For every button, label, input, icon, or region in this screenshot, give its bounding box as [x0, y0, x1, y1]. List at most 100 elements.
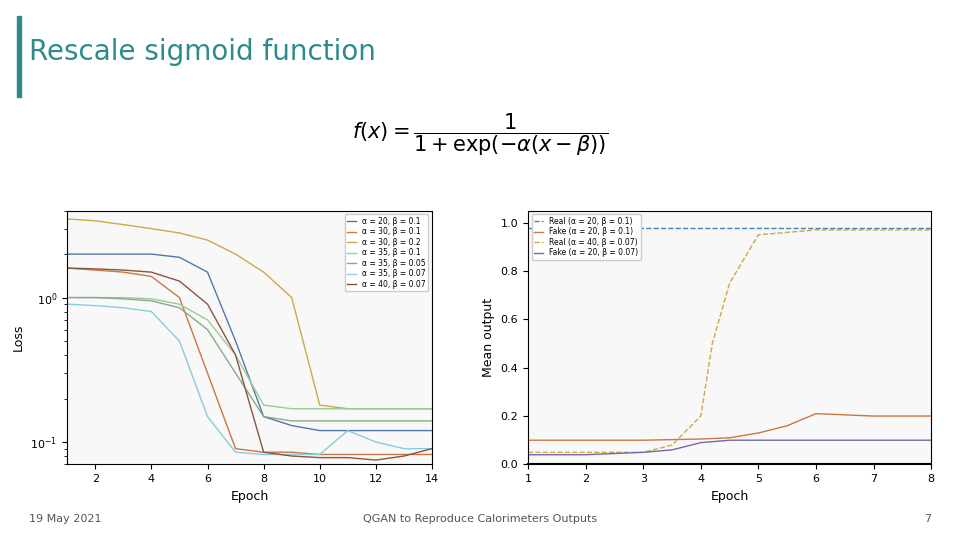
α = 35, β = 0.05: [314, 417, 325, 424]
α = 35, β = 0.07: [174, 338, 185, 345]
Fake (α = 20, β = 0.07): [753, 437, 764, 443]
X-axis label: Epoch: Epoch: [710, 490, 749, 503]
Real (α = 40, β = 0.07): [868, 227, 879, 233]
Fake (α = 20, β = 0.1): [810, 410, 822, 417]
Text: Rescale sigmoid function: Rescale sigmoid function: [29, 38, 375, 66]
α = 35, β = 0.07: [117, 305, 129, 311]
α = 35, β = 0.1: [61, 294, 73, 301]
α = 35, β = 0.07: [286, 451, 298, 458]
α = 20, β = 0.1: [314, 427, 325, 434]
α = 30, β = 0.2: [89, 218, 101, 224]
Fake (α = 20, β = 0.1): [637, 437, 649, 443]
α = 30, β = 0.1: [146, 273, 157, 280]
Line: Fake (α = 20, β = 0.1): Fake (α = 20, β = 0.1): [528, 414, 931, 440]
α = 35, β = 0.05: [426, 417, 438, 424]
α = 35, β = 0.05: [371, 417, 382, 424]
α = 30, β = 0.2: [202, 237, 213, 244]
α = 35, β = 0.1: [314, 406, 325, 412]
Fake (α = 20, β = 0.07): [868, 437, 879, 443]
Real (α = 40, β = 0.07): [637, 449, 649, 456]
Fake (α = 20, β = 0.07): [724, 437, 735, 443]
Real (α = 40, β = 0.07): [925, 227, 937, 233]
Real (α = 20, β = 0.1): [580, 224, 591, 231]
α = 40, β = 0.07: [342, 454, 353, 461]
Real (α = 20, β = 0.1): [781, 224, 793, 231]
Line: Fake (α = 20, β = 0.07): Fake (α = 20, β = 0.07): [528, 440, 931, 455]
α = 30, β = 0.2: [229, 251, 241, 258]
Line: α = 20, β = 0.1: α = 20, β = 0.1: [67, 254, 432, 430]
Fake (α = 20, β = 0.07): [810, 437, 822, 443]
α = 35, β = 0.07: [146, 308, 157, 315]
Real (α = 20, β = 0.1): [753, 224, 764, 231]
α = 30, β = 0.1: [426, 451, 438, 458]
Line: α = 30, β = 0.2: α = 30, β = 0.2: [67, 219, 432, 409]
Fake (α = 20, β = 0.1): [925, 413, 937, 419]
Real (α = 20, β = 0.1): [724, 224, 735, 231]
α = 20, β = 0.1: [89, 251, 101, 258]
α = 35, β = 0.1: [202, 316, 213, 323]
Fake (α = 20, β = 0.07): [666, 447, 678, 453]
α = 30, β = 0.2: [117, 221, 129, 228]
α = 30, β = 0.2: [174, 230, 185, 236]
α = 20, β = 0.1: [202, 269, 213, 275]
α = 35, β = 0.1: [258, 402, 270, 408]
Real (α = 20, β = 0.1): [868, 224, 879, 231]
α = 30, β = 0.2: [258, 269, 270, 275]
α = 35, β = 0.07: [314, 451, 325, 458]
α = 35, β = 0.07: [229, 449, 241, 455]
Text: $f(x) = \dfrac{1}{1 + \exp(-\alpha(x - \beta))}$: $f(x) = \dfrac{1}{1 + \exp(-\alpha(x - \…: [352, 112, 608, 158]
α = 30, β = 0.1: [202, 370, 213, 376]
α = 30, β = 0.1: [258, 449, 270, 455]
Fake (α = 20, β = 0.1): [868, 413, 879, 419]
α = 30, β = 0.1: [89, 267, 101, 273]
α = 35, β = 0.07: [371, 439, 382, 446]
α = 35, β = 0.1: [146, 295, 157, 302]
Fake (α = 20, β = 0.1): [753, 430, 764, 436]
α = 35, β = 0.1: [426, 406, 438, 412]
α = 35, β = 0.05: [258, 413, 270, 420]
Y-axis label: Loss: Loss: [12, 324, 25, 351]
α = 40, β = 0.07: [229, 352, 241, 359]
α = 20, β = 0.1: [398, 427, 410, 434]
α = 20, β = 0.1: [342, 427, 353, 434]
α = 40, β = 0.07: [61, 265, 73, 271]
Fake (α = 20, β = 0.1): [695, 436, 707, 442]
α = 35, β = 0.1: [174, 301, 185, 307]
Line: α = 30, β = 0.1: α = 30, β = 0.1: [67, 268, 432, 455]
α = 35, β = 0.1: [89, 294, 101, 301]
α = 20, β = 0.1: [286, 422, 298, 429]
Fake (α = 20, β = 0.07): [695, 440, 707, 446]
Line: α = 35, β = 0.07: α = 35, β = 0.07: [67, 304, 432, 455]
Real (α = 20, β = 0.1): [810, 224, 822, 231]
Fake (α = 20, β = 0.07): [637, 449, 649, 456]
α = 35, β = 0.07: [342, 427, 353, 434]
α = 30, β = 0.2: [146, 225, 157, 232]
α = 35, β = 0.07: [202, 413, 213, 420]
α = 30, β = 0.2: [371, 406, 382, 412]
α = 20, β = 0.1: [146, 251, 157, 258]
α = 40, β = 0.07: [89, 266, 101, 272]
α = 35, β = 0.07: [426, 446, 438, 452]
α = 35, β = 0.1: [229, 352, 241, 359]
Real (α = 20, β = 0.1): [925, 224, 937, 231]
Fake (α = 20, β = 0.07): [522, 451, 534, 458]
α = 40, β = 0.07: [202, 301, 213, 307]
α = 35, β = 0.07: [398, 446, 410, 452]
Fake (α = 20, β = 0.07): [580, 451, 591, 458]
α = 20, β = 0.1: [258, 413, 270, 420]
Fake (α = 20, β = 0.1): [781, 422, 793, 429]
α = 40, β = 0.07: [258, 449, 270, 455]
α = 35, β = 0.1: [342, 406, 353, 412]
α = 40, β = 0.07: [286, 453, 298, 459]
α = 30, β = 0.2: [342, 406, 353, 412]
α = 30, β = 0.2: [314, 402, 325, 408]
Text: 19 May 2021: 19 May 2021: [29, 514, 102, 524]
α = 20, β = 0.1: [426, 427, 438, 434]
α = 30, β = 0.1: [229, 446, 241, 452]
Real (α = 20, β = 0.1): [522, 224, 534, 231]
Fake (α = 20, β = 0.1): [522, 437, 534, 443]
α = 35, β = 0.05: [229, 370, 241, 376]
α = 35, β = 0.07: [258, 451, 270, 458]
α = 35, β = 0.05: [342, 417, 353, 424]
Legend: Real (α = 20, β = 0.1), Fake (α = 20, β = 0.1), Real (α = 40, β = 0.07), Fake (α: Real (α = 20, β = 0.1), Fake (α = 20, β …: [532, 214, 641, 260]
